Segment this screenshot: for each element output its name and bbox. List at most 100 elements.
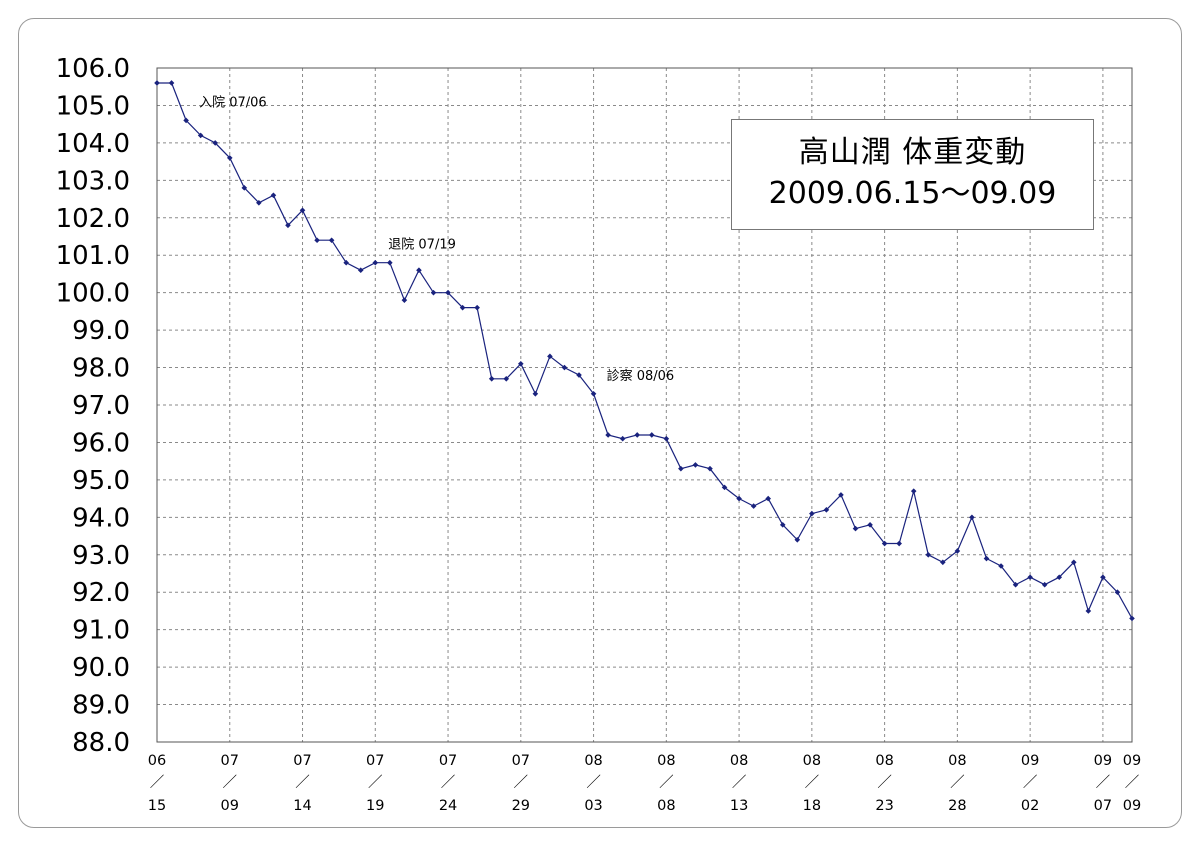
annotation-label: 診察 08/06 — [607, 368, 675, 384]
x-tick-month: 07 — [512, 753, 530, 769]
weight-series — [154, 80, 1135, 622]
x-tick-month: 08 — [730, 753, 748, 769]
x-tick-separator: ／ — [150, 774, 165, 791]
data-point — [212, 140, 219, 146]
data-point — [561, 364, 568, 371]
y-tick-label: 101.0 — [56, 241, 130, 271]
data-point — [881, 540, 888, 547]
data-point — [445, 289, 451, 296]
y-tick-label: 91.0 — [72, 616, 130, 646]
data-point — [794, 537, 801, 543]
chart-title: 高山潤 体重変動 — [798, 134, 1027, 170]
y-tick-label: 100.0 — [56, 279, 130, 309]
data-point — [299, 207, 306, 214]
y-tick-label: 104.0 — [56, 129, 130, 159]
x-tick-day: 28 — [948, 798, 966, 814]
data-point — [925, 551, 932, 558]
y-tick-label: 96.0 — [72, 428, 130, 458]
chart-subtitle: 2009.06.15～09.09 — [768, 175, 1057, 211]
data-point — [1114, 589, 1121, 596]
y-tick-label: 89.0 — [72, 691, 130, 721]
x-tick-separator: ／ — [295, 774, 310, 791]
data-point — [387, 259, 393, 266]
chart-title-box: 高山潤 体重変動 2009.06.15～09.09 — [731, 119, 1094, 230]
x-tick-separator: ／ — [441, 774, 456, 791]
data-point — [954, 548, 961, 554]
data-point — [518, 361, 524, 367]
x-tick-separator: ／ — [659, 774, 674, 791]
x-tick-month: 08 — [803, 753, 821, 769]
data-point — [416, 267, 422, 273]
y-tick-label: 94.0 — [72, 503, 130, 533]
data-point — [328, 237, 335, 244]
data-point — [1012, 581, 1019, 588]
data-point — [314, 237, 320, 244]
data-point — [940, 559, 946, 566]
data-point — [1085, 608, 1092, 614]
data-point — [779, 522, 786, 528]
data-point — [357, 267, 364, 273]
data-point — [910, 488, 917, 494]
x-tick-month: 09 — [1123, 753, 1141, 769]
y-tick-label: 102.0 — [56, 204, 130, 234]
data-point — [1041, 581, 1048, 588]
y-axis-ticks: 106.0 105.0 104.0 103.0 102.0 101.0 100.0 99.0 9… — [56, 54, 130, 758]
y-tick-label: 99.0 — [72, 316, 130, 346]
data-point — [605, 432, 611, 438]
y-tick-label: 106.0 — [56, 54, 130, 84]
data-point — [1056, 574, 1063, 581]
x-tick-day: 29 — [512, 798, 530, 814]
data-point — [852, 525, 859, 532]
x-tick-separator: ／ — [950, 774, 965, 791]
data-point — [721, 484, 728, 491]
x-tick-day: 23 — [875, 798, 893, 814]
annotation-label: 退院 07/19 — [388, 238, 456, 253]
data-point — [576, 372, 582, 378]
x-tick-separator: ／ — [805, 774, 820, 791]
y-tick-label: 103.0 — [56, 166, 130, 196]
x-tick-day: 15 — [148, 798, 166, 814]
x-tick-month: 09 — [1094, 753, 1112, 769]
x-tick-month: 08 — [657, 753, 675, 769]
x-tick-separator: ／ — [368, 774, 383, 791]
data-point — [750, 503, 757, 509]
data-point — [983, 555, 990, 562]
data-point — [197, 132, 204, 139]
x-tick-month: 09 — [1021, 753, 1039, 769]
data-point — [619, 435, 626, 442]
x-tick-day: 14 — [293, 798, 311, 814]
x-tick-separator: ／ — [1125, 774, 1140, 791]
data-point — [969, 514, 975, 521]
grid-lines — [156, 67, 1133, 743]
x-tick-day: 18 — [803, 798, 821, 814]
data-point — [765, 495, 771, 502]
data-point — [154, 80, 160, 86]
x-tick-month: 06 — [148, 753, 166, 769]
x-tick-day: 02 — [1021, 798, 1039, 814]
x-tick-month: 07 — [366, 753, 384, 769]
data-point — [838, 492, 844, 498]
x-tick-month: 07 — [439, 753, 457, 769]
x-tick-separator: ／ — [732, 774, 747, 791]
data-point — [503, 375, 510, 382]
data-point — [809, 510, 815, 517]
y-tick-label: 98.0 — [72, 354, 130, 384]
data-point — [343, 259, 349, 266]
data-point — [634, 432, 641, 438]
plot-border — [156, 67, 1133, 743]
x-tick-separator: ／ — [1096, 774, 1111, 791]
data-point — [226, 155, 233, 161]
annotations: 入院 07/06 退院 07/19 診察 08/06 — [199, 95, 674, 383]
y-tick-label: 90.0 — [72, 653, 130, 683]
y-tick-label: 88.0 — [72, 728, 130, 758]
data-point — [183, 117, 189, 124]
data-point — [823, 507, 830, 513]
data-point — [459, 304, 466, 311]
data-point — [663, 435, 670, 442]
data-point — [285, 222, 291, 229]
x-tick-day: 13 — [730, 798, 748, 814]
x-tick-month: 08 — [584, 753, 602, 769]
y-tick-label: 93.0 — [72, 541, 130, 571]
data-point — [867, 522, 873, 528]
x-tick-separator: ／ — [514, 774, 529, 791]
